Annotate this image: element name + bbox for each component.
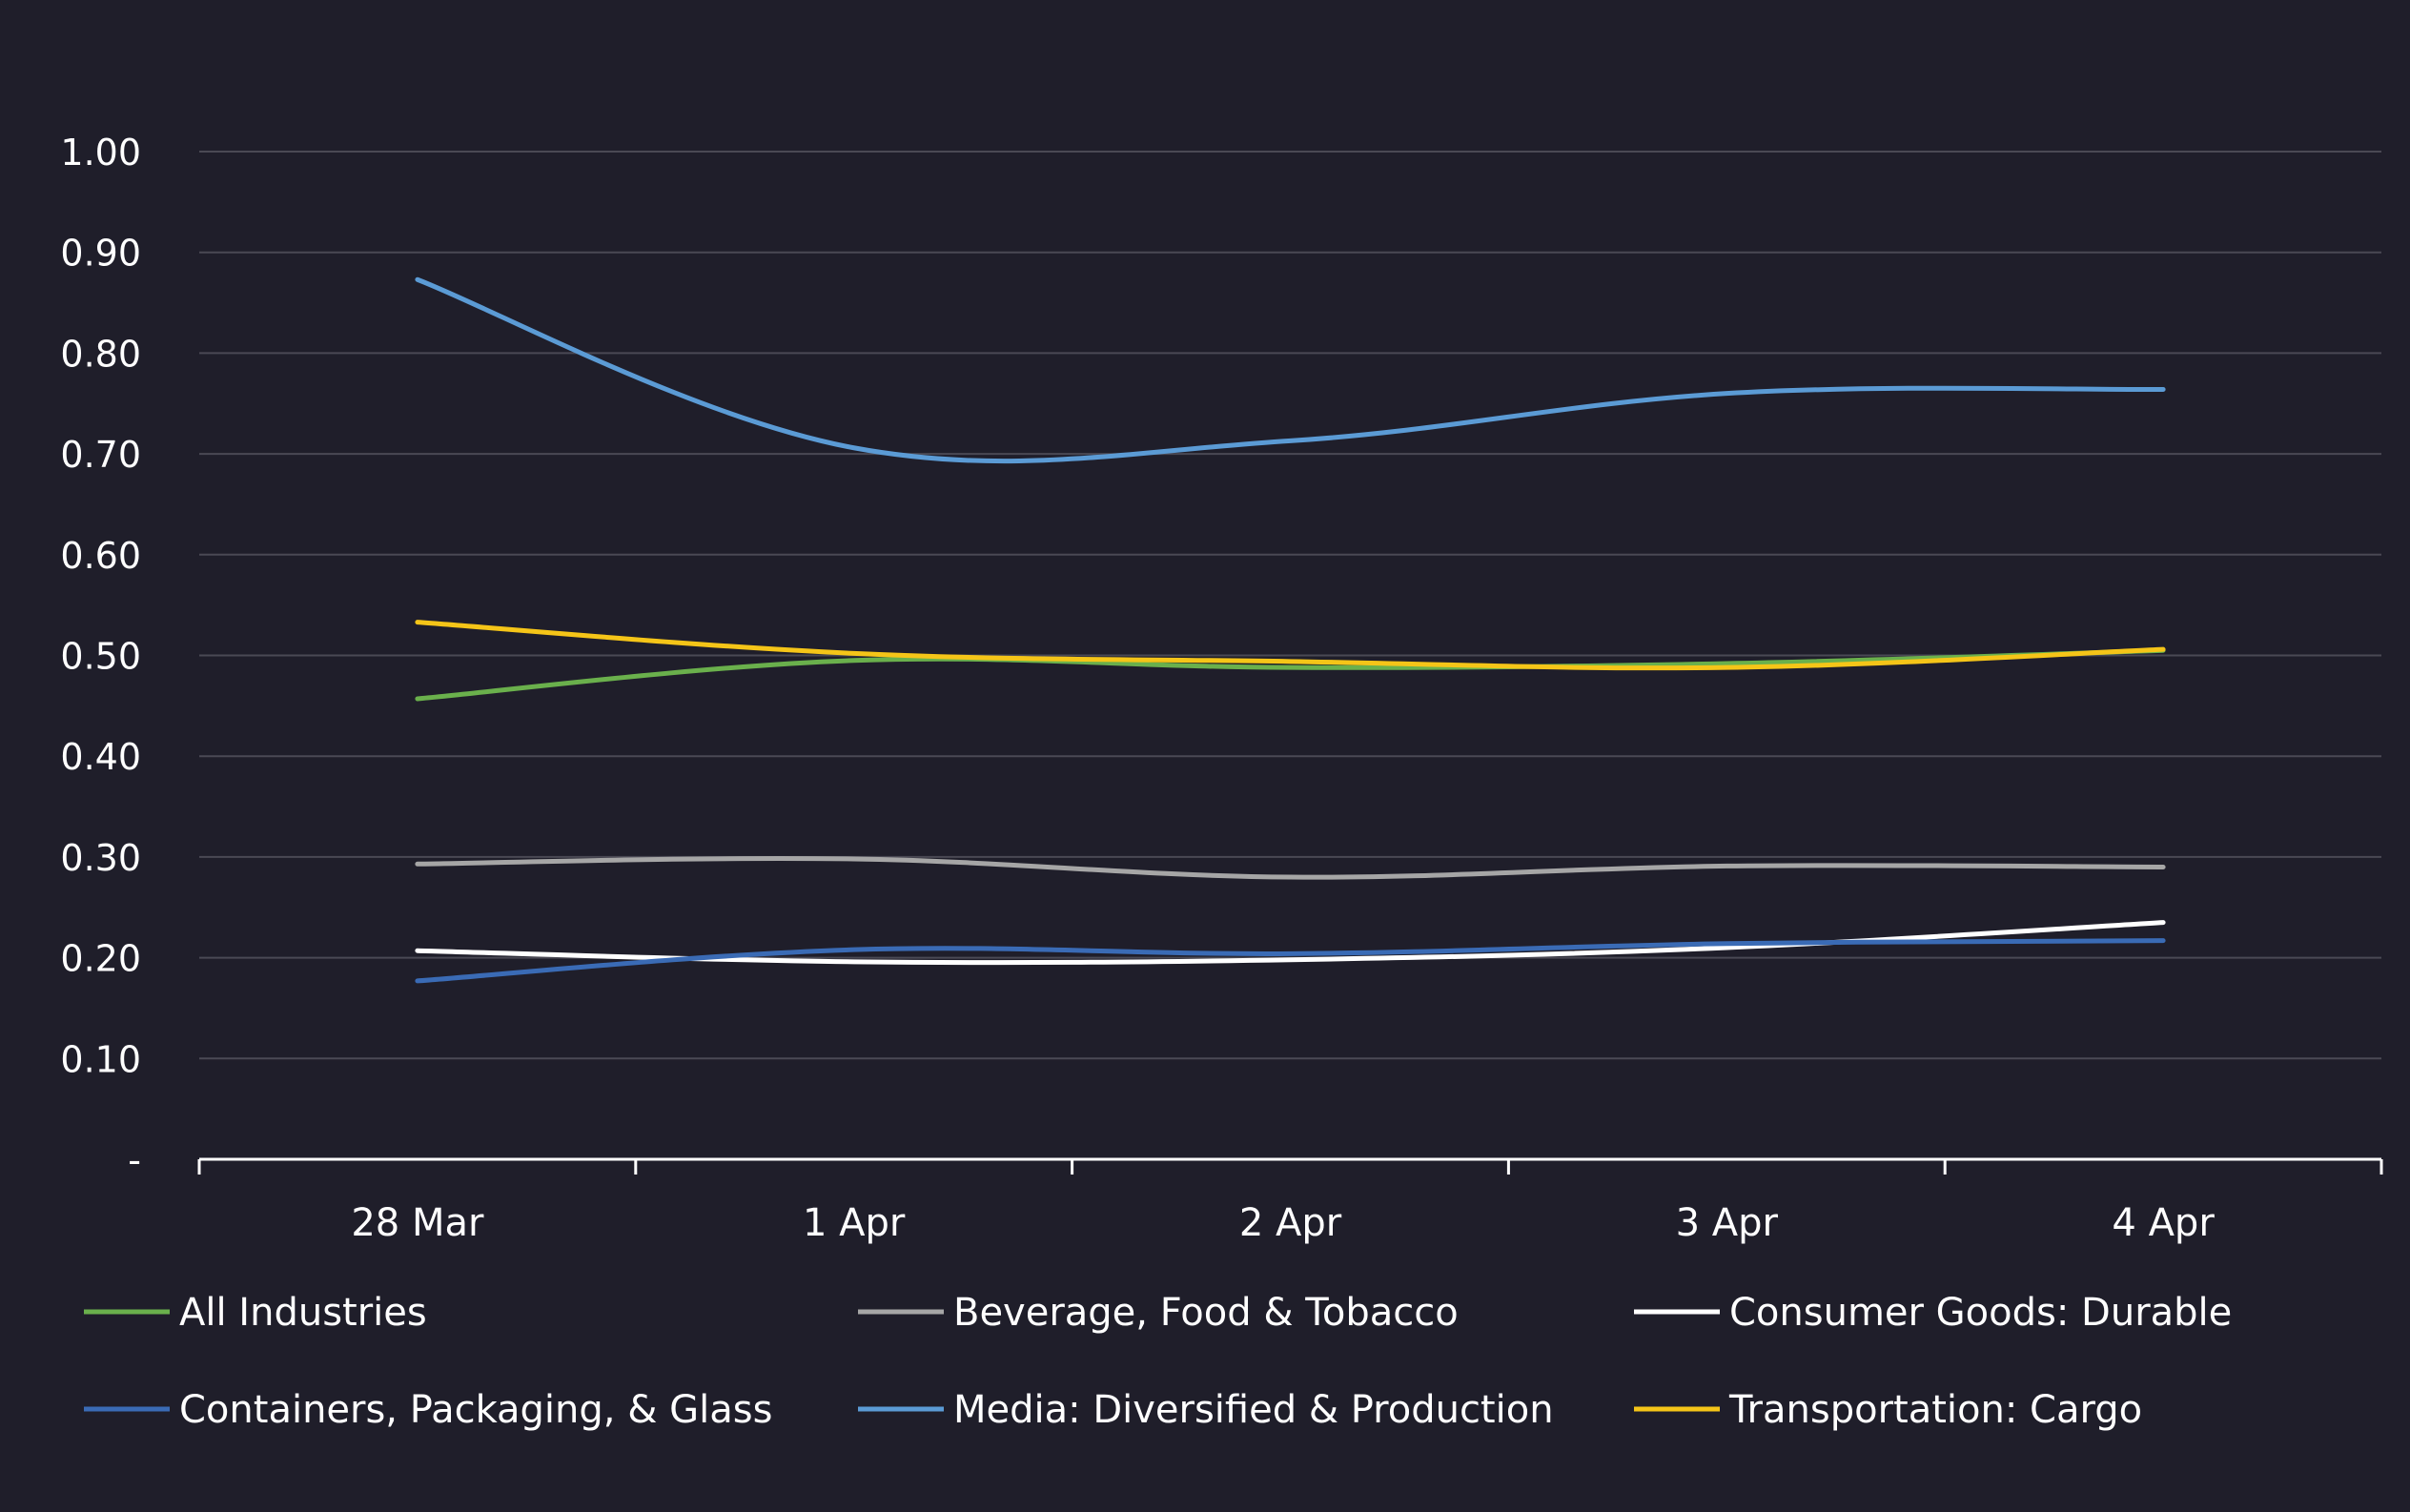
x-axis <box>197 1157 2383 1175</box>
y-tick-label: - <box>128 1139 141 1181</box>
y-tick-label: 0.30 <box>60 837 141 879</box>
x-tick-label: 2 Apr <box>1239 1201 1342 1245</box>
y-tick-label: 0.50 <box>60 636 141 678</box>
y-tick-label: 0.20 <box>60 938 141 980</box>
series-line-all-industries <box>415 647 2166 702</box>
legend-label: Consumer Goods: Durable <box>1729 1291 2232 1335</box>
x-tick-label: 1 Apr <box>803 1201 906 1245</box>
legend-label: Transportation: Cargo <box>1728 1388 2142 1432</box>
y-tick-label: 0.10 <box>60 1038 141 1080</box>
legend-label: Media: Diversified & Production <box>953 1388 1554 1432</box>
x-tick-label: 4 Apr <box>2112 1201 2215 1245</box>
x-tick-label: 3 Apr <box>1676 1201 1779 1245</box>
y-tick-label: 0.70 <box>60 434 141 476</box>
y-tick-label: 0.60 <box>60 535 141 577</box>
series-line-containers-packaging-glass <box>415 938 2166 984</box>
y-tick-label: 0.40 <box>60 736 141 778</box>
x-axis-tick-labels: 28 Mar 1 Apr 2 Apr 3 Apr 4 Apr <box>351 1201 2215 1245</box>
series-line-media-diversified-production <box>415 276 2166 464</box>
legend-label: All Industries <box>179 1291 427 1335</box>
y-axis-tick-labels: - 0.10 0.20 0.30 0.40 0.50 0.60 0.70 0.80 0.90 1.0… <box>60 132 141 1181</box>
legend-label: Containers, Packaging, & Glass <box>179 1388 772 1432</box>
legend: All Industries Beverage, Food & Tobacco Co… <box>84 1291 2232 1432</box>
y-tick-label: 1.00 <box>60 132 141 174</box>
x-tick-label: 28 Mar <box>351 1201 484 1245</box>
y-tick-label: 0.80 <box>60 333 141 375</box>
series-line-beverage-food-tobacco <box>415 855 2166 880</box>
y-tick-label: 0.90 <box>60 233 141 275</box>
series-line-transportation-cargo <box>415 620 2166 671</box>
series-lines <box>415 276 2166 984</box>
gridlines <box>199 151 2381 1060</box>
legend-label: Beverage, Food & Tobacco <box>953 1291 1459 1335</box>
